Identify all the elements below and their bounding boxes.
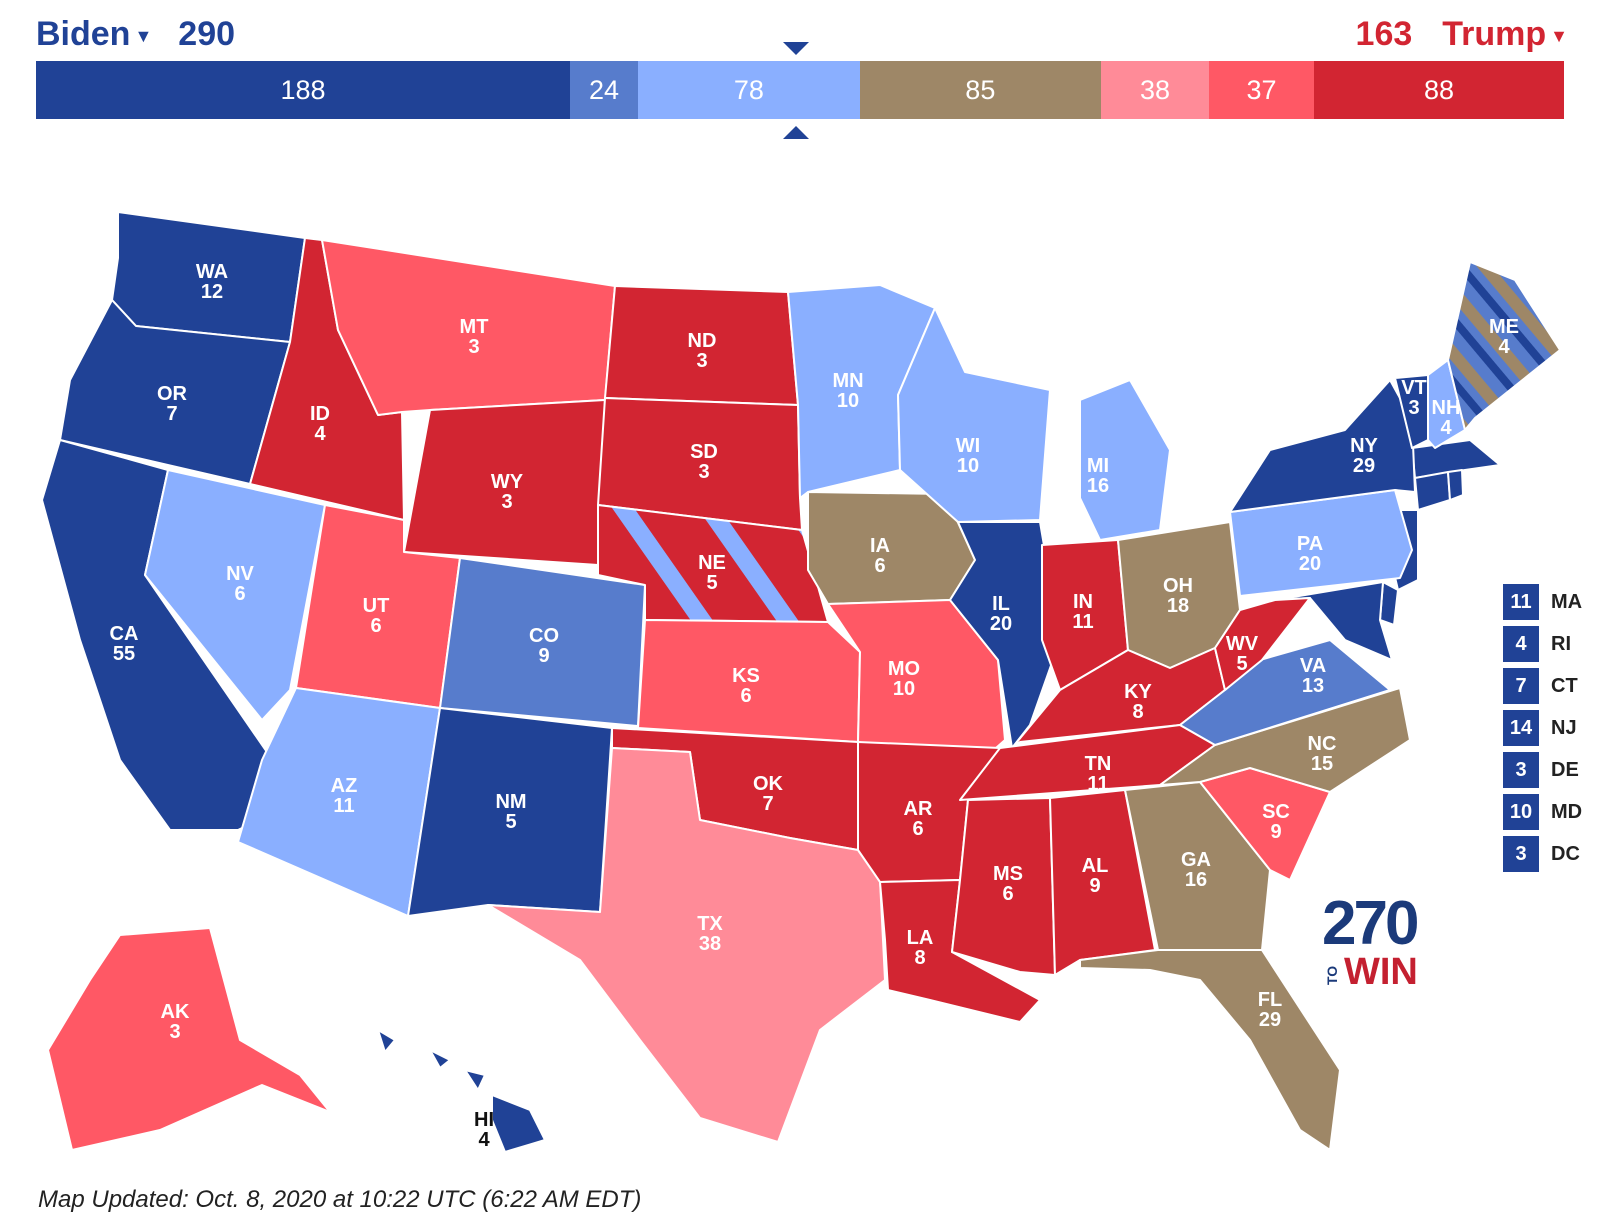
state-wv[interactable] xyxy=(1214,597,1311,691)
bar-segment[interactable]: 24 xyxy=(569,61,639,119)
state-ev: 4 xyxy=(478,1129,490,1151)
bar-segment[interactable]: 188 xyxy=(36,61,570,119)
small-state-abbr: NJ xyxy=(1551,716,1577,739)
small-state-abbr: MD xyxy=(1551,800,1583,823)
state-nm[interactable] xyxy=(407,707,613,917)
state-hi[interactable] xyxy=(377,1029,546,1153)
state-mi[interactable] xyxy=(1079,379,1171,541)
bar-segment[interactable]: 37 xyxy=(1208,61,1315,119)
state-nd[interactable] xyxy=(604,285,799,406)
small-state-md[interactable]: 10 MD xyxy=(1503,791,1600,833)
state-ny[interactable] xyxy=(1229,379,1416,513)
state-fl[interactable] xyxy=(1079,949,1341,1151)
small-state-nj[interactable]: 14 NJ xyxy=(1503,707,1600,749)
chevron-down-icon: ▼ xyxy=(134,26,153,47)
state-wi[interactable] xyxy=(897,307,1051,523)
small-state-abbr: DE xyxy=(1551,758,1579,781)
state-me[interactable] xyxy=(1447,261,1561,431)
small-state-de[interactable]: 3 DE xyxy=(1503,749,1600,791)
threshold-marker-top-icon xyxy=(783,42,809,55)
small-state-ev: 11 xyxy=(1503,584,1539,620)
bar-segment[interactable]: 88 xyxy=(1314,61,1564,119)
bar-segment[interactable]: 38 xyxy=(1101,61,1209,119)
candidate-left-dropdown[interactable]: Biden ▼ 290 xyxy=(36,14,235,56)
state-ks[interactable] xyxy=(637,619,861,743)
state-nh[interactable] xyxy=(1427,359,1466,449)
state-nv[interactable] xyxy=(144,469,326,721)
small-states-legend: 11 MA 4 RI 7 CT 14 NJ 3 DE 10 MD 3 DC xyxy=(1503,581,1600,875)
small-state-abbr: DC xyxy=(1551,842,1580,865)
small-state-ev: 3 xyxy=(1503,752,1539,788)
270towin-logo: 270 TO WIN xyxy=(1322,893,1427,993)
candidate-right-name: Trump xyxy=(1442,15,1547,53)
small-state-dc[interactable]: 3 DC xyxy=(1503,833,1600,875)
state-co[interactable] xyxy=(439,557,646,727)
small-state-abbr: RI xyxy=(1551,632,1571,655)
small-state-ev: 14 xyxy=(1503,710,1539,746)
bar-segment[interactable]: 85 xyxy=(859,61,1102,119)
logo-to: TO xyxy=(1324,965,1340,985)
small-state-abbr: MA xyxy=(1551,590,1583,613)
state-wa[interactable] xyxy=(111,211,306,343)
state-wy[interactable] xyxy=(403,399,606,566)
small-state-ev: 4 xyxy=(1503,626,1539,662)
ratings-bar: 188 24 78 85 38 37 88 xyxy=(36,61,1564,119)
small-state-ev: 3 xyxy=(1503,836,1539,872)
state-az[interactable] xyxy=(237,687,441,917)
logo-number: 270 xyxy=(1322,889,1419,958)
small-state-ev: 7 xyxy=(1503,668,1539,704)
chevron-down-icon: ▼ xyxy=(1550,26,1568,47)
small-state-ri[interactable]: 4 RI xyxy=(1503,623,1600,665)
logo-win: WIN xyxy=(1344,951,1418,993)
threshold-marker-bottom-icon xyxy=(783,126,809,139)
small-state-abbr: CT xyxy=(1551,674,1578,697)
small-state-ev: 10 xyxy=(1503,794,1539,830)
small-state-ct[interactable]: 7 CT xyxy=(1503,665,1600,707)
state-tx[interactable] xyxy=(487,747,886,1143)
small-state-ma[interactable]: 11 MA xyxy=(1503,581,1600,623)
state-ms[interactable] xyxy=(951,797,1056,976)
candidate-left-total: 290 xyxy=(178,15,236,53)
state-mt[interactable] xyxy=(321,239,616,416)
candidate-left-name: Biden xyxy=(36,15,131,53)
candidate-right-dropdown[interactable]: 163 Trump ▼ xyxy=(1356,14,1572,56)
bar-segment[interactable]: 78 xyxy=(638,61,860,119)
state-ak[interactable] xyxy=(47,927,331,1151)
state-ct[interactable] xyxy=(1414,471,1451,511)
state-sd[interactable] xyxy=(597,397,803,531)
map-updated-text: Map Updated: Oct. 8, 2020 at 10:22 UTC (… xyxy=(38,1186,642,1213)
candidate-right-total: 163 xyxy=(1355,15,1413,53)
state-ri[interactable] xyxy=(1447,469,1464,501)
